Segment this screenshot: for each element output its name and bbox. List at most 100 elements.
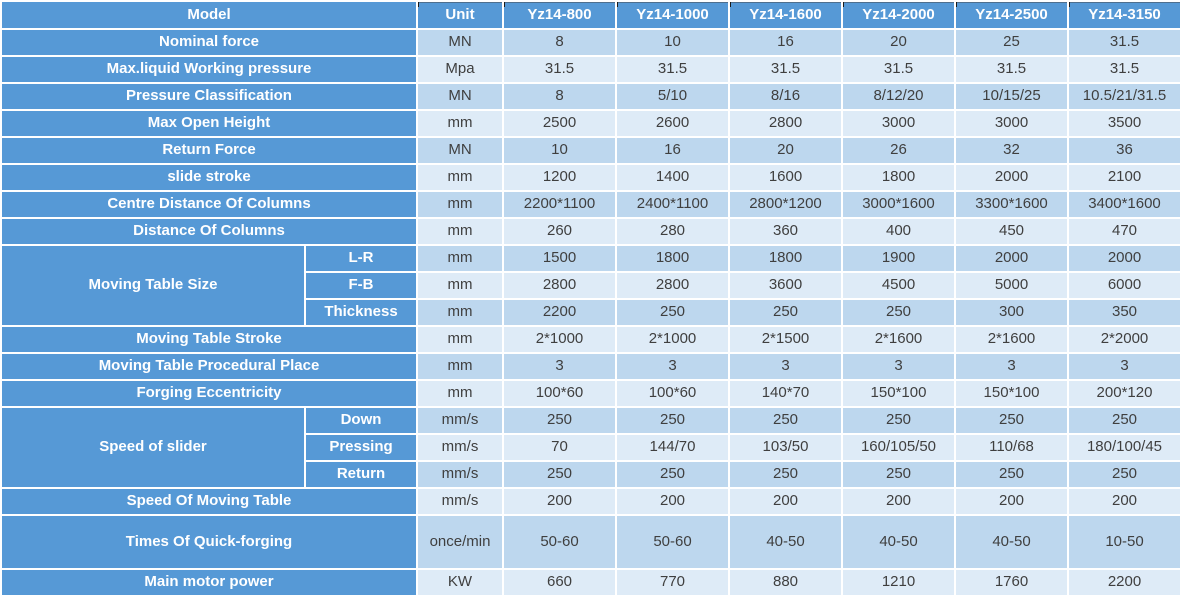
value-cell: 250 (615, 460, 730, 489)
value-cell: 16 (728, 28, 843, 57)
value-cell: 110/68 (954, 433, 1069, 462)
value-cell: 200 (1067, 487, 1182, 516)
unit-cell: mm (416, 244, 504, 273)
value-cell: 2800*1200 (728, 190, 843, 219)
value-cell: 200 (728, 487, 843, 516)
value-cell: 2000 (954, 244, 1069, 273)
value-cell: 36 (1067, 136, 1182, 165)
value-cell: 31.5 (615, 55, 730, 84)
table-body: Nominal force MN 8 10 16 20 25 31.5 Max.liquid W… (0, 28, 1182, 597)
table-row: Return Force MN 10 16 20 26 32 36 (0, 136, 1182, 165)
value-cell: 8/16 (728, 82, 843, 111)
row-label: Moving Table Stroke (0, 325, 418, 354)
value-cell: 10 (502, 136, 617, 165)
value-cell: 250 (728, 406, 843, 435)
row-label: Nominal force (0, 28, 418, 57)
value-cell: 250 (1067, 406, 1182, 435)
unit-cell: mm/s (416, 433, 504, 462)
value-cell: 660 (502, 568, 617, 597)
value-cell: 250 (841, 460, 956, 489)
value-cell: 1600 (728, 163, 843, 192)
value-cell: 25 (954, 28, 1069, 57)
value-cell: 2*1500 (728, 325, 843, 354)
row-label: Distance Of Columns (0, 217, 418, 246)
value-cell: 250 (954, 406, 1069, 435)
value-cell: 8/12/20 (841, 82, 956, 111)
table-row: Thickness mm 2200 250 250 250 300 350 (1, 298, 1182, 327)
unit-cell: mm (416, 217, 504, 246)
row-group-label: Moving Table Size (0, 244, 306, 327)
table-row: Max Open Height mm 2500 2600 2800 3000 3000 350… (0, 109, 1182, 138)
table-row: Main motor power KW 660 770 880 1210 1760 2200 (0, 568, 1182, 597)
value-cell: 3 (954, 352, 1069, 381)
row-label: Moving Table Procedural Place (0, 352, 418, 381)
value-cell: 1800 (728, 244, 843, 273)
value-cell: 31.5 (1067, 55, 1182, 84)
value-cell: 770 (615, 568, 730, 597)
value-cell: 2800 (502, 271, 617, 300)
value-cell: 2800 (728, 109, 843, 138)
value-cell: 180/100/45 (1067, 433, 1182, 462)
row-sub-label: Thickness (304, 298, 418, 327)
value-cell: 103/50 (728, 433, 843, 462)
value-cell: 70 (502, 433, 617, 462)
value-cell: 31.5 (1067, 28, 1182, 57)
value-cell: 40-50 (841, 514, 956, 570)
unit-cell: mm (416, 109, 504, 138)
row-label: Max.liquid Working pressure (0, 55, 418, 84)
table-row: Speed Of Moving Table mm/s 200 200 200 200 200… (0, 487, 1182, 516)
value-cell: 260 (502, 217, 617, 246)
table-row: Moving Table Size L-R mm 1500 1800 1800 1900 20… (0, 244, 1182, 327)
model-header: Model (0, 0, 418, 30)
row-sub-label: Down (304, 406, 418, 435)
unit-cell: mm (416, 163, 504, 192)
row-label: Forging Eccentricity (0, 379, 418, 408)
value-cell: 250 (728, 298, 843, 327)
value-cell: 450 (954, 217, 1069, 246)
value-cell: 3 (728, 352, 843, 381)
value-cell: 250 (841, 406, 956, 435)
value-cell: 2*1000 (615, 325, 730, 354)
value-cell: 20 (841, 28, 956, 57)
value-cell: 2800 (615, 271, 730, 300)
unit-cell: mm (416, 271, 504, 300)
value-cell: 144/70 (615, 433, 730, 462)
value-cell: 150*100 (954, 379, 1069, 408)
value-cell: 1210 (841, 568, 956, 597)
value-cell: 6000 (1067, 271, 1182, 300)
unit-cell: mm/s (416, 460, 504, 489)
value-cell: 10-50 (1067, 514, 1182, 570)
value-cell: 2*2000 (1067, 325, 1182, 354)
value-cell: 31.5 (841, 55, 956, 84)
row-sub-label: L-R (304, 244, 418, 273)
value-cell: 250 (615, 406, 730, 435)
value-cell: 3000 (954, 109, 1069, 138)
row-label: Speed Of Moving Table (0, 487, 418, 516)
table-row: Nominal force MN 8 10 16 20 25 31.5 (0, 28, 1182, 57)
value-cell: 4500 (841, 271, 956, 300)
unit-header: Unit (416, 0, 504, 30)
value-cell: 40-50 (954, 514, 1069, 570)
value-cell: 200 (502, 487, 617, 516)
value-cell: 3 (841, 352, 956, 381)
value-cell: 250 (502, 460, 617, 489)
value-cell: 2100 (1067, 163, 1182, 192)
row-label: Max Open Height (0, 109, 418, 138)
table-row: slide stroke mm 1200 1400 1600 1800 2000 2100 (0, 163, 1182, 192)
row-label: Main motor power (0, 568, 418, 597)
table-row: Distance Of Columns mm 260 280 360 400 450 470 (0, 217, 1182, 246)
value-cell: 2*1000 (502, 325, 617, 354)
unit-cell: Mpa (416, 55, 504, 84)
unit-cell: mm (416, 325, 504, 354)
value-cell: 3400*1600 (1067, 190, 1182, 219)
value-cell: 250 (841, 298, 956, 327)
table-row: Forging Eccentricity mm 100*60 100*60 140*70… (0, 379, 1182, 408)
value-cell: 31.5 (728, 55, 843, 84)
model-column-header: Yz14-2500 (954, 0, 1069, 30)
value-cell: 280 (615, 217, 730, 246)
value-cell: 200 (615, 487, 730, 516)
value-cell: 10.5/21/31.5 (1067, 82, 1182, 111)
unit-cell: MN (416, 28, 504, 57)
model-column-header: Yz14-1600 (728, 0, 843, 30)
